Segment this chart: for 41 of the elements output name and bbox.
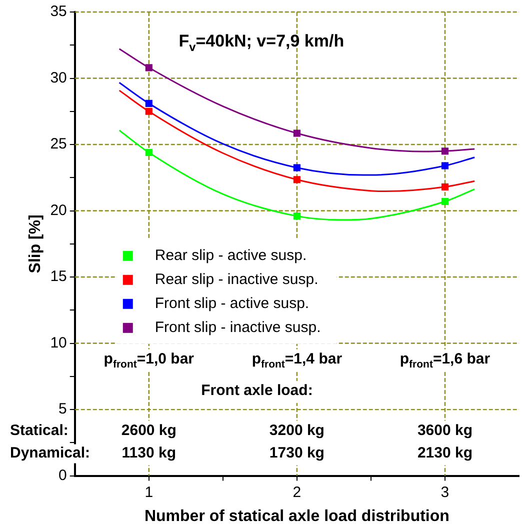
point — [145, 148, 152, 156]
annotation: 1130 kg — [122, 444, 176, 462]
x-tick-label: 1 — [144, 484, 154, 501]
annotation: 3200 kg — [269, 422, 324, 439]
point — [293, 130, 300, 137]
legend-label: Front slip - active susp. — [154, 295, 310, 312]
legend-label: Rear slip - active susp. — [154, 247, 307, 264]
legend-label: Rear slip - inactive susp. — [154, 271, 318, 288]
point — [441, 183, 449, 190]
point — [293, 212, 300, 220]
y-tick-label: 15 — [50, 268, 67, 286]
y-tick-label: 10 — [50, 334, 67, 352]
line-series — [118, 90, 476, 192]
point — [145, 100, 152, 107]
text: Statical: — [10, 422, 68, 439]
annotation: Dynamical: — [10, 444, 90, 462]
point — [293, 164, 300, 172]
line-series — [118, 130, 476, 221]
y-tick-label: 30 — [50, 69, 67, 86]
point — [145, 64, 152, 72]
point — [441, 162, 449, 170]
line-series — [118, 82, 476, 176]
annotation: 2600 kg — [121, 422, 176, 439]
annotation: 3600 kg — [417, 422, 473, 439]
y-tick-label: 5 — [58, 400, 67, 418]
legend-label: Front slip - inactive susp. — [154, 319, 321, 336]
x-tick-label: 2 — [292, 484, 302, 501]
y-tick-label: 35 — [50, 3, 67, 20]
x-axis-title: Number of statical axle load distribution — [144, 508, 450, 525]
annotation: Front axle load: — [201, 382, 313, 400]
annotation: 1730 kg — [269, 444, 324, 462]
y-tick-label: 20 — [50, 202, 67, 219]
point — [441, 198, 449, 206]
y-axis-title: Slip [%] — [27, 214, 44, 274]
y-tick-label: 25 — [50, 136, 67, 153]
point — [441, 148, 449, 155]
x-tick-label: 3 — [440, 484, 450, 501]
point — [145, 108, 152, 115]
y-tick-label: 0 — [58, 466, 67, 484]
point — [293, 176, 300, 184]
annotation: 2130 kg — [417, 444, 473, 462]
